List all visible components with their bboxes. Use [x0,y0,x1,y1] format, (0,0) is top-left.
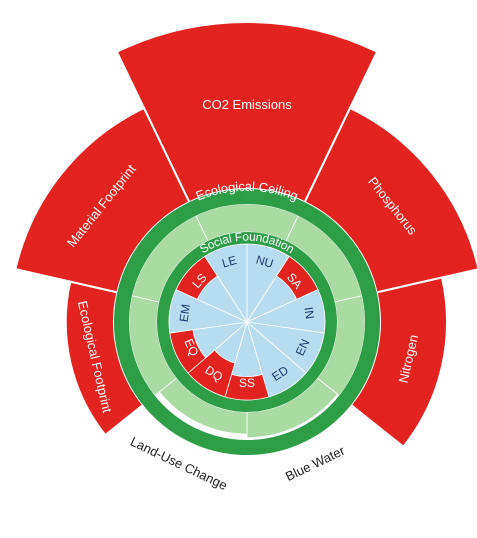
social-label: EN [293,337,313,358]
social-wedge [204,243,248,324]
social-label: IN [301,306,317,320]
ecological-label: Blue Water [283,443,348,484]
social-label: LE [220,253,238,271]
social-label: EM [177,303,193,323]
ecological-label: CO2 Emissions [202,97,292,112]
overshoot-wedge [303,106,477,294]
social-label: NU [254,253,275,271]
social-label: EQ [181,337,201,359]
social-label: SS [239,376,255,390]
